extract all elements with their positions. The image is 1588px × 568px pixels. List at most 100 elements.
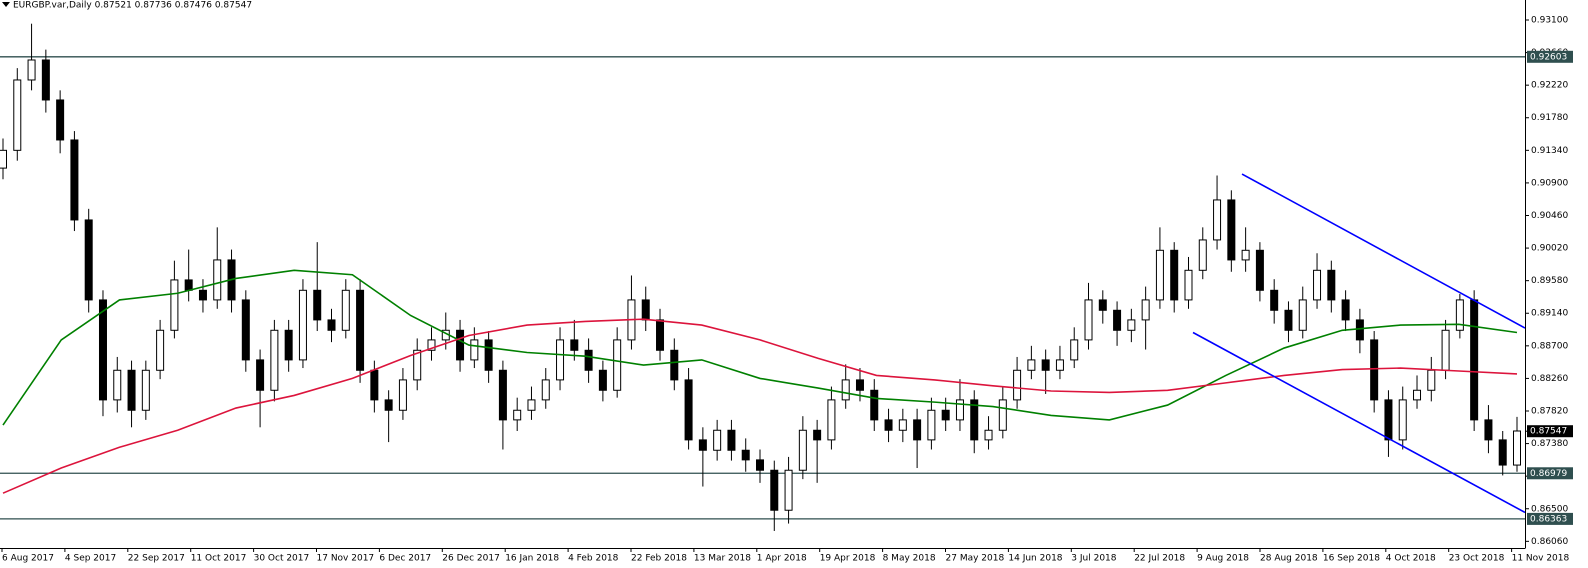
candle-body [0,149,7,169]
trendline [1192,331,1526,514]
candle-body [1084,299,1093,341]
y-tick-label: 0.90460 [1531,211,1568,221]
candle-body [1284,309,1293,331]
candle-body [1441,329,1450,371]
level-label-box [1527,467,1573,480]
candle-body [1141,299,1150,321]
candle-body [656,319,665,351]
x-tick-label: 6 Dec 2017 [379,554,431,564]
candle-body [756,459,764,471]
moving-average [2,318,1518,494]
current-price-box [1527,425,1573,438]
candle-body [798,429,807,471]
candle-body [827,399,836,441]
candle-body [241,299,250,361]
candle-body [484,339,493,371]
candle-body [1498,439,1507,466]
candle-body [184,279,193,291]
x-tick-label: 8 May 2018 [883,554,936,564]
candle-body [70,139,79,221]
candle-body [927,409,936,441]
y-tick-label: 0.89580 [1531,276,1568,286]
candle-body [98,299,107,401]
candle-body [1398,399,1407,441]
candle-body [955,399,964,421]
level-label: 0.86979 [1530,469,1567,479]
y-tick-label: 0.89140 [1531,309,1568,319]
candle-body [1027,359,1036,371]
candle-body [541,379,550,401]
candle-body [527,399,536,411]
x-tick-label: 22 Sep 2017 [128,554,185,564]
candle-body [556,339,565,381]
candle-body [170,279,179,331]
y-tick-label: 0.88700 [1531,341,1568,351]
candle-body [813,429,822,441]
y-tick-label: 0.88260 [1531,374,1568,384]
candle-body [1413,389,1422,401]
candle-body [1341,299,1350,321]
candle-body [56,99,65,141]
x-tick-label: 11 Nov 2018 [1512,554,1570,564]
title-marker [2,2,10,7]
candle-body [1313,269,1322,301]
chart-title: EURGBP.var,Daily 0.87521 0.87736 0.87476… [13,1,252,11]
x-tick-label: 1 Apr 2018 [757,554,807,564]
candle-body [998,399,1007,431]
candle-body [1155,249,1164,301]
candle-body [113,369,122,401]
x-tick-label: 4 Feb 2018 [568,554,619,564]
candle-body [498,369,507,421]
candle-body [1070,339,1079,361]
y-tick-label: 0.86060 [1531,537,1568,547]
plot-area [0,23,1526,531]
x-tick-label: 3 Jul 2018 [1071,554,1116,564]
candle-body [1384,399,1393,441]
candle-body [1170,249,1179,301]
y-tick-label: 0.90900 [1531,178,1568,188]
x-tick-label: 22 Feb 2018 [631,554,687,564]
y-tick-label: 0.86500 [1531,504,1568,514]
candle-body [1455,299,1464,331]
candle-body [41,59,50,101]
x-tick-label: 30 Oct 2017 [254,554,310,564]
candle-body [1184,269,1193,301]
candle-body [941,409,950,421]
y-tick-label: 0.93100 [1531,15,1568,25]
candle-body [1470,299,1479,421]
x-tick-label: 4 Sep 2017 [65,554,116,564]
candle-body [270,329,279,391]
candle-body [727,429,736,451]
candle-body [598,369,607,391]
candle-body [141,369,150,411]
x-tick-label: 11 Oct 2017 [191,554,247,564]
x-tick-label: 14 Jun 2018 [1008,554,1062,564]
candle-body [1484,419,1493,441]
x-tick-label: 13 Mar 2018 [694,554,751,564]
candle-body [1298,299,1307,331]
candle-body [398,379,407,411]
level-label-box [1527,50,1573,63]
level-label: 0.92603 [1530,52,1567,62]
candle-body [298,289,307,361]
candle-body [670,349,679,381]
candle-body [370,369,379,401]
x-tick-label: 16 Sep 2018 [1323,554,1380,564]
candle-body [1013,369,1022,401]
candle-body [356,289,365,371]
candle-body [784,469,793,511]
x-tick-label: 9 Aug 2018 [1197,554,1249,564]
candle-body [456,329,465,361]
candle-body [1098,299,1107,311]
x-tick-label: 28 Aug 2018 [1260,554,1318,564]
candle-body [198,289,207,301]
x-tick-label: 6 Aug 2017 [2,554,54,564]
current-price-label: 0.87547 [1530,427,1567,437]
candle-body [1213,199,1222,241]
y-tick-label: 0.87820 [1531,407,1568,417]
candle-body [513,409,522,421]
candle-body [584,349,593,371]
y-tick-label: 0.87380 [1531,439,1568,449]
